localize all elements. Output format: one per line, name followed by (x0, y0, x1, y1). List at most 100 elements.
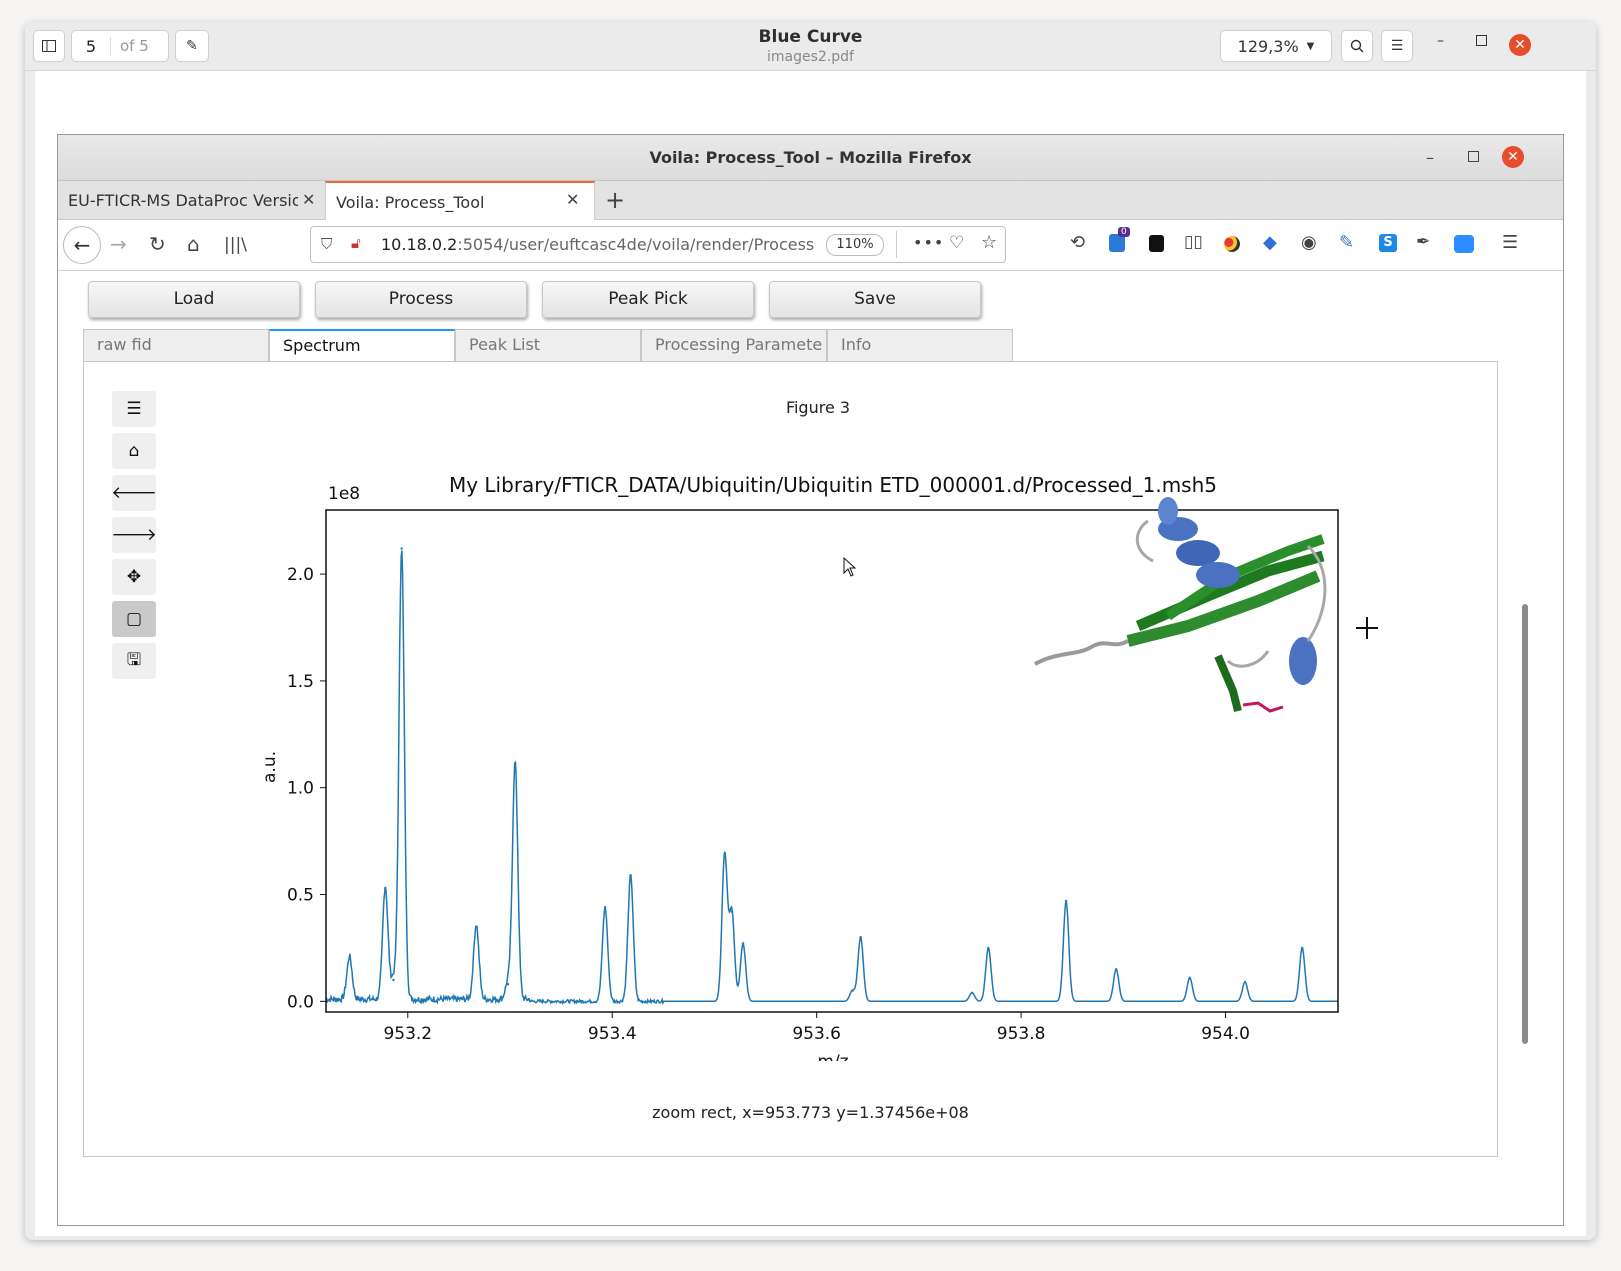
menu-icon[interactable]: ☰ (1381, 30, 1413, 62)
tab-close-icon[interactable]: ✕ (298, 190, 316, 209)
peak-point (730, 910, 734, 913)
peak-point (348, 957, 351, 960)
home-icon[interactable]: ⌂ (112, 433, 156, 469)
close-icon[interactable]: ✕ (1509, 34, 1531, 56)
page-actions-icon[interactable]: ••• (913, 233, 945, 252)
page-zoom-badge[interactable]: 110% (826, 234, 884, 256)
peak-point (513, 763, 517, 766)
maximize-icon[interactable] (1476, 35, 1487, 46)
figure-toolbar: ☰ ⌂ 🡐︎ 🡒︎ ✥ ▢ 🖫︎ (111, 391, 157, 685)
graduation-extension-icon[interactable]: ◆ (1263, 232, 1277, 253)
new-tab-icon[interactable]: + (605, 186, 626, 214)
x-tick-label: 954.0 (1201, 1024, 1250, 1044)
password-manager-icon[interactable] (1149, 235, 1164, 252)
eyedropper-icon[interactable]: ✒ (1416, 232, 1431, 252)
x-axis-label: m/z (817, 1052, 848, 1061)
save-icon[interactable]: 🖫︎ (112, 643, 156, 679)
load-button[interactable]: Load (88, 281, 300, 318)
url-divider (896, 231, 897, 258)
scrollbar-thumb[interactable] (1522, 604, 1528, 1044)
firefox-minimize-icon[interactable]: – (1426, 148, 1434, 167)
zoom-select[interactable]: 129,3% ▼ (1220, 30, 1332, 62)
zoom-value: 129,3% (1237, 36, 1299, 56)
sidebar-toggle-icon[interactable] (33, 30, 65, 62)
menu-icon[interactable]: ☰ (112, 391, 156, 427)
tab-processing-parameters[interactable]: Processing Paramete (641, 329, 827, 362)
zoom-rect-icon[interactable]: ▢ (112, 601, 156, 637)
s-extension-icon[interactable]: S (1379, 234, 1397, 252)
url-host: 10.18.0.2 (381, 235, 458, 254)
peak-point (741, 942, 745, 945)
y-axis-label: a.u. (260, 751, 280, 783)
ubiquitin-structure-image (1034, 497, 1327, 713)
peak-point (970, 991, 974, 994)
tab-spectrum[interactable]: Spectrum (269, 329, 455, 362)
chevron-down-icon: ▼ (1306, 40, 1315, 52)
peak-point (392, 978, 395, 982)
back-arrow-icon[interactable]: 🡐︎ (111, 475, 157, 511)
search-icon[interactable] (1341, 30, 1373, 62)
page-number-field[interactable]: 5 of 5 (71, 30, 169, 62)
history-icon[interactable]: ⟲ (1070, 232, 1086, 253)
library-icon[interactable]: |||\ (224, 235, 247, 255)
back-icon[interactable]: ← (63, 226, 101, 264)
viewer-title: Blue Curve (758, 27, 863, 47)
browser-tab-voila[interactable]: Voila: Process_Tool (325, 181, 595, 220)
x-tick-label: 953.4 (588, 1024, 637, 1044)
peak-point (1064, 899, 1068, 903)
firefox-window-title: Voila: Process_Tool – Mozilla Firefox (649, 148, 972, 167)
viewer-title-block: Blue Curve images2.pdf (625, 27, 996, 65)
peak-point (1188, 976, 1191, 980)
save-button[interactable]: Save (769, 281, 981, 318)
browser-tab-dataproc[interactable]: EU-FTICR-MS DataProc Versio (58, 181, 324, 219)
annotate-pen-icon[interactable]: ✎ (175, 30, 209, 62)
forward-arrow-icon[interactable]: 🡒︎ (111, 517, 157, 553)
peak-point (1243, 980, 1247, 984)
app-menu-icon[interactable]: ☰ (1502, 232, 1519, 253)
color-extension-icon[interactable] (1224, 236, 1240, 252)
reload-icon[interactable]: ↻ (149, 232, 166, 256)
tab-peak-list[interactable]: Peak List (455, 329, 641, 362)
y-tick-label: 0.5 (287, 886, 314, 906)
shield-icon[interactable]: ⛉ (321, 235, 333, 253)
tab-info[interactable]: Info (827, 329, 1013, 362)
reader-view-icon[interactable]: ▯▯ (1184, 232, 1203, 252)
mouse-pointer-icon (843, 556, 857, 577)
bookmark-star-icon[interactable]: ☆ (981, 232, 998, 253)
account-icon[interactable]: ◉ (1301, 232, 1317, 253)
peak-point (859, 936, 862, 939)
page-number-input[interactable]: 5 (72, 36, 111, 56)
insecure-lock-icon[interactable]: 🔓︎ (351, 234, 361, 252)
peak-pick-button[interactable]: Peak Pick (542, 281, 754, 318)
peak-point (723, 852, 726, 856)
pdf-page: Voila: Process_Tool – Mozilla Firefox – … (35, 71, 1586, 1236)
y-tick-label: 1.5 (287, 672, 314, 692)
firefox-close-icon[interactable]: ✕ (1502, 146, 1524, 168)
page-count-label: of 5 (120, 37, 149, 55)
minimize-icon[interactable]: – (1437, 33, 1444, 49)
pan-icon[interactable]: ✥ (112, 559, 156, 595)
zoom-meeting-icon[interactable] (1454, 235, 1474, 253)
plot-area-frame (325, 509, 1339, 1013)
x-tick-label: 953.8 (997, 1024, 1046, 1044)
url-text[interactable]: 10.18.0.2:5054/user/euftcasc4de/voila/re… (381, 235, 814, 254)
voila-content: Load Process Peak Pick Save raw fid Spec… (58, 271, 1563, 1225)
peak-point (400, 547, 403, 550)
browser-navbar: ← → ↻ ⌂ |||\ ⛉ 🔓︎ 10.18.0.2:5054/user/eu… (58, 220, 1563, 271)
chart-title: My Library/FTICR_DATA/Ubiquitin/Ubiquiti… (449, 473, 1217, 497)
viewer-filename: images2.pdf (767, 49, 854, 65)
firefox-maximize-icon[interactable] (1468, 151, 1479, 162)
extension-icon[interactable]: 0 (1109, 227, 1130, 252)
axis-ticks: 953.2 953.4 953.6 953.8 954.0 0.0 0.5 1.0 1.5 2.0 (287, 565, 1250, 1044)
process-button[interactable]: Process (315, 281, 527, 318)
url-bar[interactable]: ⛉ 🔓︎ 10.18.0.2:5054/user/euftcasc4de/voi… (310, 226, 1006, 263)
tab-close-icon[interactable]: ✕ (566, 190, 580, 209)
forward-icon[interactable]: → (110, 232, 127, 256)
spectrum-chart[interactable]: My Library/FTICR_DATA/Ubiquitin/Ubiquiti… (58, 271, 1458, 1061)
pocket-icon[interactable]: ♡ (949, 233, 965, 253)
pencil-extension-icon[interactable]: ✎ (1339, 232, 1355, 253)
peak-point (1301, 946, 1304, 950)
peak-marks (348, 547, 1304, 994)
home-icon[interactable]: ⌂ (187, 232, 200, 256)
browser-tab-strip: EU-FTICR-MS DataProc Versio ✕ Voila: Pro… (58, 181, 1563, 220)
